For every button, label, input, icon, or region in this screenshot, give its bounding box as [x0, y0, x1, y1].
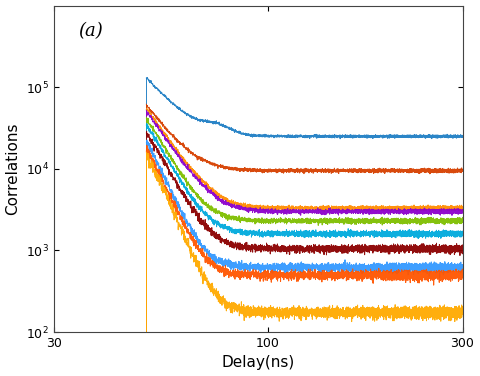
Text: (a): (a) [79, 22, 103, 40]
Y-axis label: Correlations: Correlations [6, 123, 21, 215]
X-axis label: Delay(ns): Delay(ns) [222, 355, 295, 370]
